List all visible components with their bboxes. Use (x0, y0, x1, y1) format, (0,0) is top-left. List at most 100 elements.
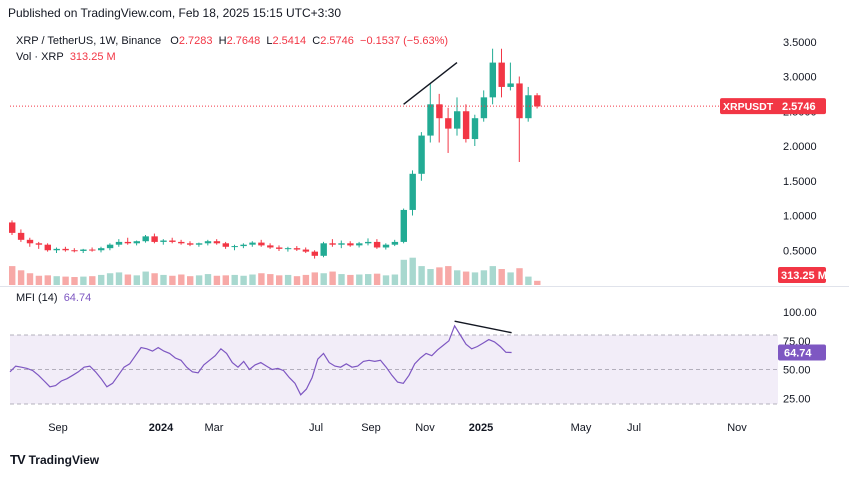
time-axis-tick: May (571, 422, 592, 434)
price-axis-tick: 0.5000 (783, 245, 817, 257)
candle-body (204, 241, 212, 244)
candle-body (115, 241, 123, 245)
volume-badge-bg (778, 267, 826, 283)
candle-body (525, 95, 532, 119)
volume-bar (293, 276, 301, 285)
candle-body (71, 250, 78, 252)
volume-bar (89, 276, 96, 285)
candle-body (311, 251, 318, 256)
candle-body (534, 95, 541, 107)
candle-body (471, 118, 479, 140)
candle-body (17, 232, 25, 240)
candle-body (187, 243, 194, 245)
candle-body (436, 104, 443, 119)
volume-bar (338, 274, 345, 285)
open-value: 2.7283 (178, 35, 213, 47)
volume-bar (516, 268, 523, 285)
high-label: H (218, 35, 227, 47)
volume-bar (222, 275, 229, 285)
volume-bar (276, 275, 283, 285)
candle-body (284, 248, 292, 250)
candle-body (106, 244, 114, 249)
open-label: O (170, 35, 179, 47)
candle-body (276, 247, 283, 249)
candle-body (35, 243, 43, 245)
volume-bar (98, 274, 105, 285)
mfi-axis-tick: 25.00 (783, 393, 811, 405)
candle-body (231, 246, 238, 248)
candle-body (409, 173, 416, 210)
volume-bar (213, 275, 221, 285)
volume-bar (187, 276, 194, 285)
candle-body (338, 243, 345, 245)
candle-body (454, 111, 461, 129)
volume-bar (204, 274, 212, 285)
volume-bar (284, 274, 292, 285)
volume-bar (26, 273, 34, 285)
volume-bar (53, 276, 60, 285)
candle-body (62, 248, 69, 251)
volume-bar (347, 274, 354, 285)
candle-body (480, 97, 488, 119)
price-axis-tick: 2.0000 (783, 141, 817, 153)
time-axis-tick: Jul (627, 422, 641, 434)
tradingview-logo-icon: TV (10, 452, 26, 467)
volume-bar (124, 274, 132, 285)
volume-bar (365, 274, 372, 285)
candle-body (365, 241, 372, 244)
volume-bar (480, 270, 488, 285)
volume-bar (17, 270, 25, 285)
candle-body (258, 242, 265, 246)
volume-bar (454, 270, 461, 285)
candle-body (98, 248, 105, 251)
volume-bar (462, 271, 470, 285)
volume-bar (471, 272, 479, 285)
candle-body (124, 241, 132, 244)
candle-body (462, 111, 470, 140)
price-axis-tick: 1.5000 (783, 176, 817, 188)
candle-body (320, 243, 327, 256)
volume-bar (320, 273, 327, 285)
candle-body (249, 242, 256, 245)
time-axis-tick: Sep (48, 422, 68, 434)
time-axis-tick: 2024 (149, 422, 174, 434)
volume-bar (80, 276, 87, 285)
volume-bar (115, 272, 123, 285)
candle-body (445, 118, 452, 129)
candle-body (160, 240, 167, 242)
candle-body (516, 83, 523, 119)
volume-bar (409, 257, 416, 285)
price-axis-tick: 3.0000 (783, 72, 817, 84)
candle-body (293, 248, 301, 250)
volume-bar (44, 275, 51, 285)
mfi-axis-tick: 100.00 (783, 307, 817, 319)
volume-bar (178, 274, 185, 285)
volume-bar (391, 274, 399, 285)
change-value: −0.1537 (−5.63%) (360, 35, 449, 47)
volume-bar (489, 266, 496, 285)
volume-bar (427, 269, 434, 285)
volume-badge-value: 313.25 M (781, 270, 827, 282)
low-value: 2.5414 (272, 35, 307, 47)
mfi-line (9, 324, 512, 396)
mfi-label: MFI (14) (16, 292, 58, 304)
volume-label: Vol · XRP (16, 51, 64, 63)
candle-body (347, 243, 354, 246)
volume-bar (382, 275, 390, 285)
candle-body (9, 222, 16, 233)
price-trendline (403, 62, 458, 105)
candle-body (382, 244, 390, 248)
time-axis-tick: Nov (727, 422, 747, 434)
candle-body (178, 241, 185, 244)
price-legend: XRP / TetherUS, 1W, Binance O2.7283 H2.7… (16, 35, 448, 47)
price-axis-tick: 1.0000 (783, 211, 817, 223)
publish-caption: Published on TradingView.com, Feb 18, 20… (8, 6, 341, 20)
candle-body (373, 241, 381, 248)
candle-body (356, 243, 363, 246)
volume-bar (106, 273, 114, 285)
candle-body (302, 249, 310, 252)
volume-bar (169, 275, 176, 285)
price-axis-tick: 3.5000 (783, 37, 817, 49)
volume-bar (302, 274, 310, 285)
